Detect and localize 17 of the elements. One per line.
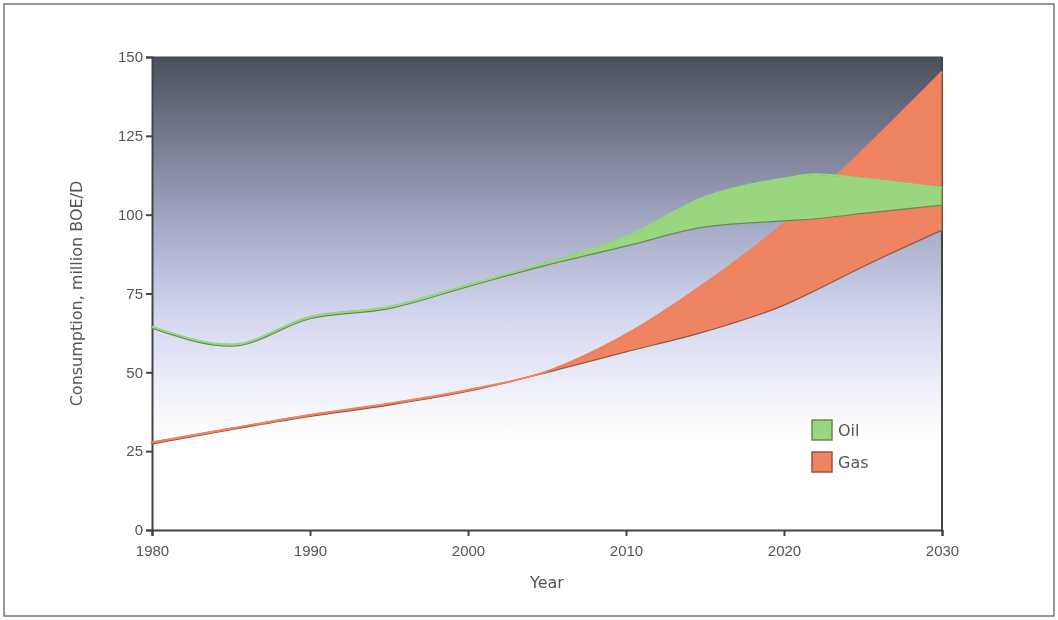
legend-label: Gas [838, 453, 869, 472]
x-axis-title: Year [529, 573, 565, 592]
x-tick-label: 2010 [609, 541, 644, 559]
legend-label: Oil [838, 421, 860, 440]
y-axis-title: Consumption, million BOE/D [67, 180, 86, 407]
x-tick-label: 1990 [293, 541, 328, 559]
y-tick-label: 75 [126, 284, 143, 302]
x-tick-label: 2020 [767, 541, 802, 559]
x-tick-label: 1980 [135, 541, 170, 559]
x-tick-label: 2000 [451, 541, 486, 559]
y-tick-label: 0 [134, 521, 143, 539]
y-tick-label: 25 [126, 442, 143, 460]
y-tick-label: 50 [126, 363, 143, 381]
y-tick-label: 125 [117, 127, 143, 145]
y-tick-label: 100 [117, 205, 143, 223]
y-tick-label: 150 [117, 48, 143, 66]
x-tick-label: 2030 [925, 541, 960, 559]
